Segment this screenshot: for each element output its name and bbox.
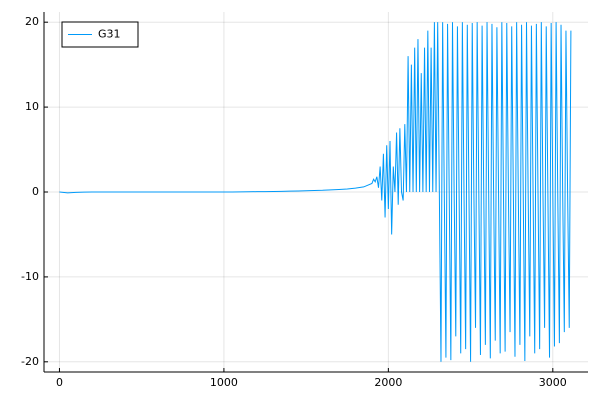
- x-tick-label: 0: [56, 376, 63, 389]
- y-tick-label: 10: [25, 100, 39, 113]
- x-tick-label: 2000: [374, 376, 402, 389]
- y-tick-label: 0: [32, 185, 39, 198]
- y-tick-label: -10: [21, 270, 39, 283]
- line: [59, 22, 572, 362]
- x-tick-label: 3000: [539, 376, 567, 389]
- y-tick-label: -20: [21, 355, 39, 368]
- x-tick-label: 1000: [210, 376, 238, 389]
- y-tick-label: 20: [25, 15, 39, 28]
- legend-label: G31: [98, 28, 121, 41]
